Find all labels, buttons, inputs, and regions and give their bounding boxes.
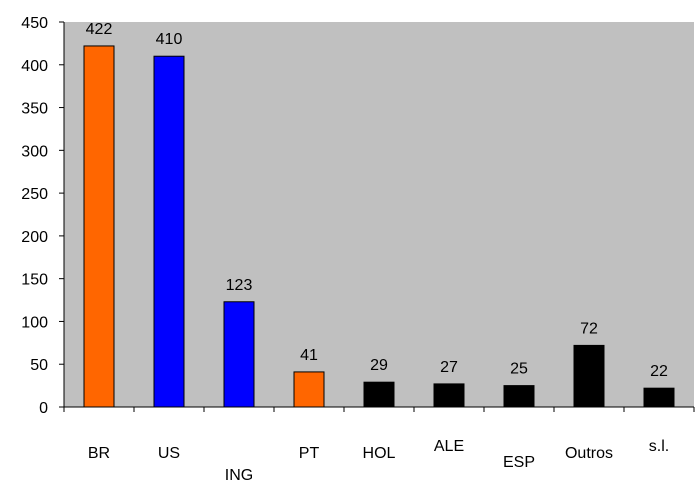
bar-ale: [433, 383, 465, 408]
bar-outros: [573, 344, 605, 408]
data-label: 41: [300, 347, 318, 364]
data-label: 22: [650, 363, 668, 380]
data-labels: 422 410 123 41 29 27 25 72 22: [86, 21, 668, 380]
category-label: ALE: [434, 438, 464, 455]
data-label: 422: [86, 21, 113, 38]
y-tick-label: 200: [21, 229, 48, 246]
y-tick-label: 100: [21, 314, 48, 331]
bar-us: [153, 55, 185, 408]
data-label: 72: [580, 320, 598, 337]
category-label: US: [158, 445, 180, 462]
bar-ing: [223, 301, 255, 408]
y-tick-label: 300: [21, 143, 48, 160]
data-label: 25: [510, 361, 528, 378]
y-axis: 0 50 100 150 200 250 300 350 400 450: [21, 15, 65, 417]
category-label: ING: [225, 467, 253, 484]
bar-esp: [503, 385, 535, 408]
category-label: PT: [299, 445, 320, 462]
bar-hol: [363, 381, 395, 408]
data-label: 29: [370, 357, 388, 374]
category-label: ESP: [503, 454, 535, 471]
data-label: 27: [440, 359, 458, 376]
bar-br: [83, 45, 115, 408]
y-tick-label: 350: [21, 101, 48, 118]
y-tick-label: 50: [30, 357, 48, 374]
category-label: Outros: [565, 445, 613, 462]
y-tick-label: 400: [21, 58, 48, 75]
data-label: 123: [226, 277, 253, 294]
bar-sl: [643, 387, 675, 408]
x-axis: [63, 406, 695, 412]
bars: [83, 45, 675, 408]
y-tick-label: 450: [21, 15, 48, 32]
category-label: HOL: [363, 445, 396, 462]
bar-pt: [293, 371, 325, 408]
data-label: 410: [156, 31, 183, 48]
y-tick-label: 250: [21, 186, 48, 203]
category-label: BR: [88, 445, 110, 462]
category-labels: BR US ING PT HOL ALE ESP Outros s.l.: [88, 438, 669, 484]
y-tick-label: 150: [21, 272, 48, 289]
y-tick-label: 0: [39, 400, 48, 417]
category-label: s.l.: [649, 438, 669, 455]
